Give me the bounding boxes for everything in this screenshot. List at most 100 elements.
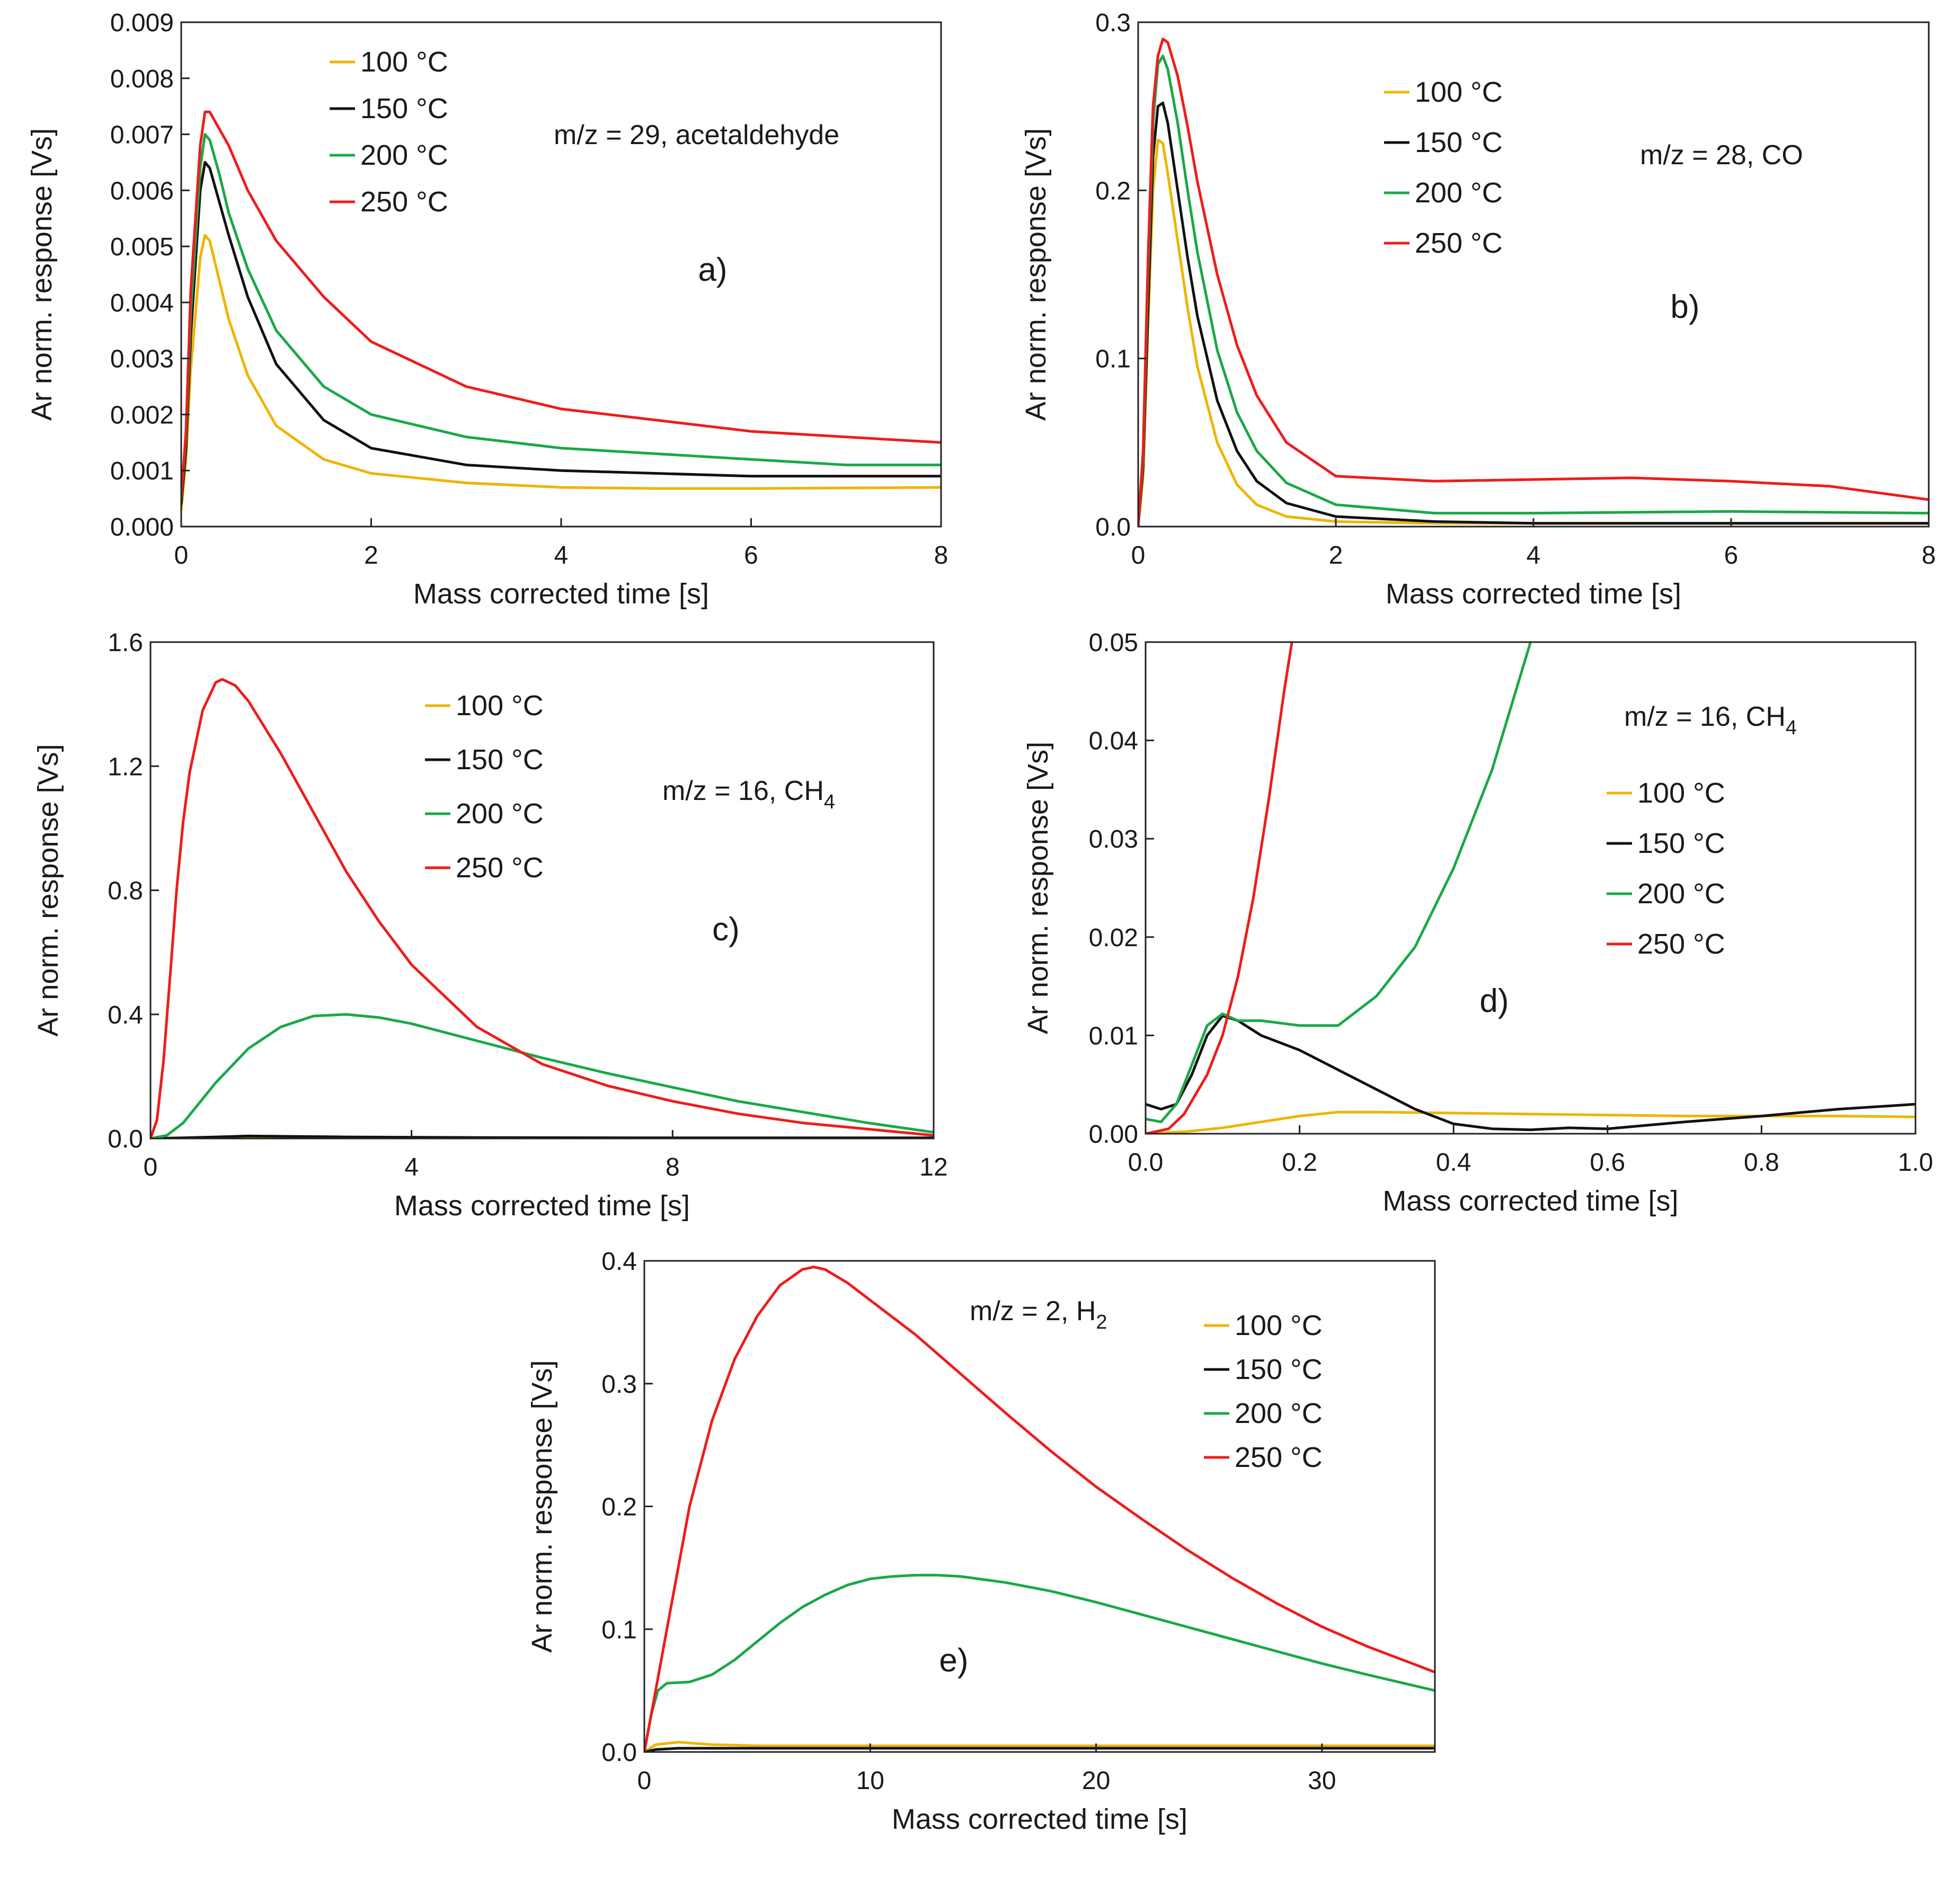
y-tick-label-e: 0.0 xyxy=(601,1739,637,1767)
legend-label-b-150: 150 °C xyxy=(1415,127,1503,158)
y-tick-label-a: 0.006 xyxy=(110,177,174,205)
x-tick-label-a: 6 xyxy=(744,541,758,570)
legend-label-b-200: 200 °C xyxy=(1415,177,1503,209)
panel-letter-d: d) xyxy=(1479,983,1509,1019)
x-axis-label-c: Mass corrected time [s] xyxy=(394,1190,690,1222)
y-axis-label-e: Ar norm. response [Vs] xyxy=(526,1360,558,1652)
annotation-main-d: m/z = 16, CH xyxy=(1624,701,1786,732)
y-tick-label-a: 0.000 xyxy=(110,513,174,541)
x-tick-label-d: 0.6 xyxy=(1590,1149,1625,1177)
y-tick-label-e: 0.3 xyxy=(601,1371,637,1399)
plot-frame-d xyxy=(1145,641,1917,1135)
y-tick-label-a: 0.003 xyxy=(110,345,174,373)
series-line-e-250 xyxy=(644,1266,1435,1752)
legend-c: 100 °C 150 °C 200 °C 250 °C xyxy=(425,690,544,884)
legend-b: 100 °C 150 °C 200 °C 250 °C xyxy=(1384,76,1503,259)
x-tick-label-d: 1.0 xyxy=(1898,1149,1934,1177)
y-axis-label-a: Ar norm. response [Vs] xyxy=(26,128,58,421)
legend-label-e-150: 150 °C xyxy=(1235,1354,1323,1385)
y-tick-label-a: 0.009 xyxy=(110,9,174,37)
legend-label-c-200: 200 °C xyxy=(456,798,544,830)
y-tick-label-a: 0.004 xyxy=(110,289,174,317)
legend-label-e-250: 250 °C xyxy=(1235,1442,1323,1473)
legend-label-b-100: 100 °C xyxy=(1415,76,1503,108)
y-tick-label-c: 1.6 xyxy=(108,629,143,657)
series-line-d-150 xyxy=(1146,1014,1915,1132)
series-line-b-250 xyxy=(1138,38,1929,527)
y-tick-label-e: 0.4 xyxy=(601,1248,637,1276)
x-tick-label-a: 0 xyxy=(174,541,189,570)
series-group-d xyxy=(1146,642,1915,1134)
y-tick-label-c: 0.0 xyxy=(108,1125,143,1153)
annotation-d: m/z = 16, CH4 xyxy=(1624,701,1797,739)
legend-label-a-150: 150 °C xyxy=(360,93,448,124)
chart-panel-d: 0.0 0.2 0.4 0.6 0.8 1.0 0.00 0.01 0.02 0.03 0.04 0.… xyxy=(1022,629,1933,1217)
annotation-e: m/z = 2, H2 xyxy=(970,1296,1107,1333)
y-tick-label-a: 0.001 xyxy=(110,457,174,485)
panel-letter-a: a) xyxy=(698,252,727,288)
panel-letter-c: c) xyxy=(712,911,740,948)
annotation-main-e: m/z = 2, H xyxy=(970,1296,1096,1327)
x-axis-label-a: Mass corrected time [s] xyxy=(413,578,709,610)
legend-label-c-100: 100 °C xyxy=(456,690,544,722)
x-tick-label-e: 10 xyxy=(856,1767,884,1795)
panel-letter-e: e) xyxy=(939,1642,968,1679)
x-axis-label-b: Mass corrected time [s] xyxy=(1386,578,1681,610)
x-tick-label-c: 12 xyxy=(919,1153,947,1181)
series-line-e-150 xyxy=(644,1747,1435,1752)
x-tick-label-d: 0.4 xyxy=(1436,1149,1471,1177)
x-axis-label-e: Mass corrected time [s] xyxy=(892,1803,1187,1835)
x-tick-label-c: 4 xyxy=(404,1153,419,1181)
series-line-b-200 xyxy=(1138,55,1929,527)
legend-label-e-200: 200 °C xyxy=(1235,1398,1323,1429)
x-tick-label-b: 6 xyxy=(1724,541,1739,570)
chart-panel-a: 0 2 4 6 8 0.000 0.001 0.002 0.003 0.004 0.005 0.006… xyxy=(26,9,948,610)
y-tick-label-c: 0.4 xyxy=(108,1001,143,1029)
y-tick-label-b: 0.2 xyxy=(1095,177,1131,205)
legend-e: 100 °C 150 °C 200 °C 250 °C xyxy=(1204,1310,1323,1473)
annotation-c: m/z = 16, CH4 xyxy=(662,776,835,813)
y-tick-label-c: 0.8 xyxy=(108,877,143,905)
series-line-c-200 xyxy=(150,1013,934,1138)
series-line-e-100 xyxy=(644,1741,1435,1752)
x-tick-label-d: 0.8 xyxy=(1744,1149,1779,1177)
x-tick-label-c: 0 xyxy=(144,1153,158,1181)
x-tick-label-d: 0.0 xyxy=(1128,1149,1164,1177)
x-tick-label-b: 0 xyxy=(1131,541,1146,570)
y-tick-label-d: 0.02 xyxy=(1089,924,1138,952)
x-tick-label-e: 0 xyxy=(637,1767,652,1795)
x-tick-label-a: 8 xyxy=(934,541,948,570)
legend-label-d-250: 250 °C xyxy=(1637,928,1725,960)
chart-panel-c: 0 4 8 12 0.0 0.4 0.8 1.2 1.6 Mass corrected time … xyxy=(32,629,948,1222)
y-tick-label-c: 1.2 xyxy=(108,753,143,781)
y-tick-label-d: 0.00 xyxy=(1089,1120,1138,1149)
legend-label-a-250: 250 °C xyxy=(360,186,448,218)
legend-label-e-100: 100 °C xyxy=(1235,1310,1323,1341)
series-line-b-100 xyxy=(1138,138,1929,527)
y-tick-label-d: 0.05 xyxy=(1089,629,1138,657)
legend-a: 100 °C 150 °C 200 °C 250 °C xyxy=(330,46,448,218)
legend-label-d-200: 200 °C xyxy=(1637,878,1725,910)
x-tick-label-a: 4 xyxy=(554,541,569,570)
panel-letter-b: b) xyxy=(1670,289,1699,325)
y-tick-label-e: 0.1 xyxy=(601,1616,637,1644)
y-tick-label-d: 0.04 xyxy=(1089,727,1138,755)
annotation-sub-d: 4 xyxy=(1786,717,1797,739)
y-tick-label-e: 0.2 xyxy=(601,1493,637,1522)
y-axis-label-d: Ar norm. response [Vs] xyxy=(1022,742,1054,1034)
legend-label-c-250: 250 °C xyxy=(456,852,544,884)
x-tick-label-d: 0.2 xyxy=(1282,1149,1317,1177)
series-line-b-150 xyxy=(1138,101,1929,527)
y-tick-label-d: 0.03 xyxy=(1089,825,1138,853)
series-line-a-250 xyxy=(181,110,941,500)
x-tick-label-b: 4 xyxy=(1527,541,1541,570)
series-line-c-250 xyxy=(150,678,934,1138)
annotation-sub-e: 2 xyxy=(1096,1311,1107,1333)
series-line-a-200 xyxy=(181,133,941,500)
y-tick-label-a: 0.005 xyxy=(110,233,174,261)
annotation-sub-c: 4 xyxy=(824,791,835,813)
legend-label-d-150: 150 °C xyxy=(1637,828,1725,859)
legend-label-a-200: 200 °C xyxy=(360,139,448,171)
series-line-d-250 xyxy=(1146,642,1293,1134)
